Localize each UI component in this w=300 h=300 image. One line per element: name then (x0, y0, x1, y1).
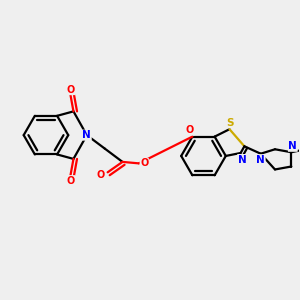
Text: N: N (288, 141, 297, 151)
Text: O: O (97, 170, 105, 180)
Text: O: O (66, 85, 75, 95)
Text: O: O (186, 125, 194, 135)
Text: O: O (140, 158, 148, 168)
Text: O: O (66, 176, 75, 186)
Text: N: N (256, 155, 265, 165)
Text: N: N (238, 154, 247, 164)
Text: S: S (226, 118, 233, 128)
Text: N: N (82, 130, 91, 140)
